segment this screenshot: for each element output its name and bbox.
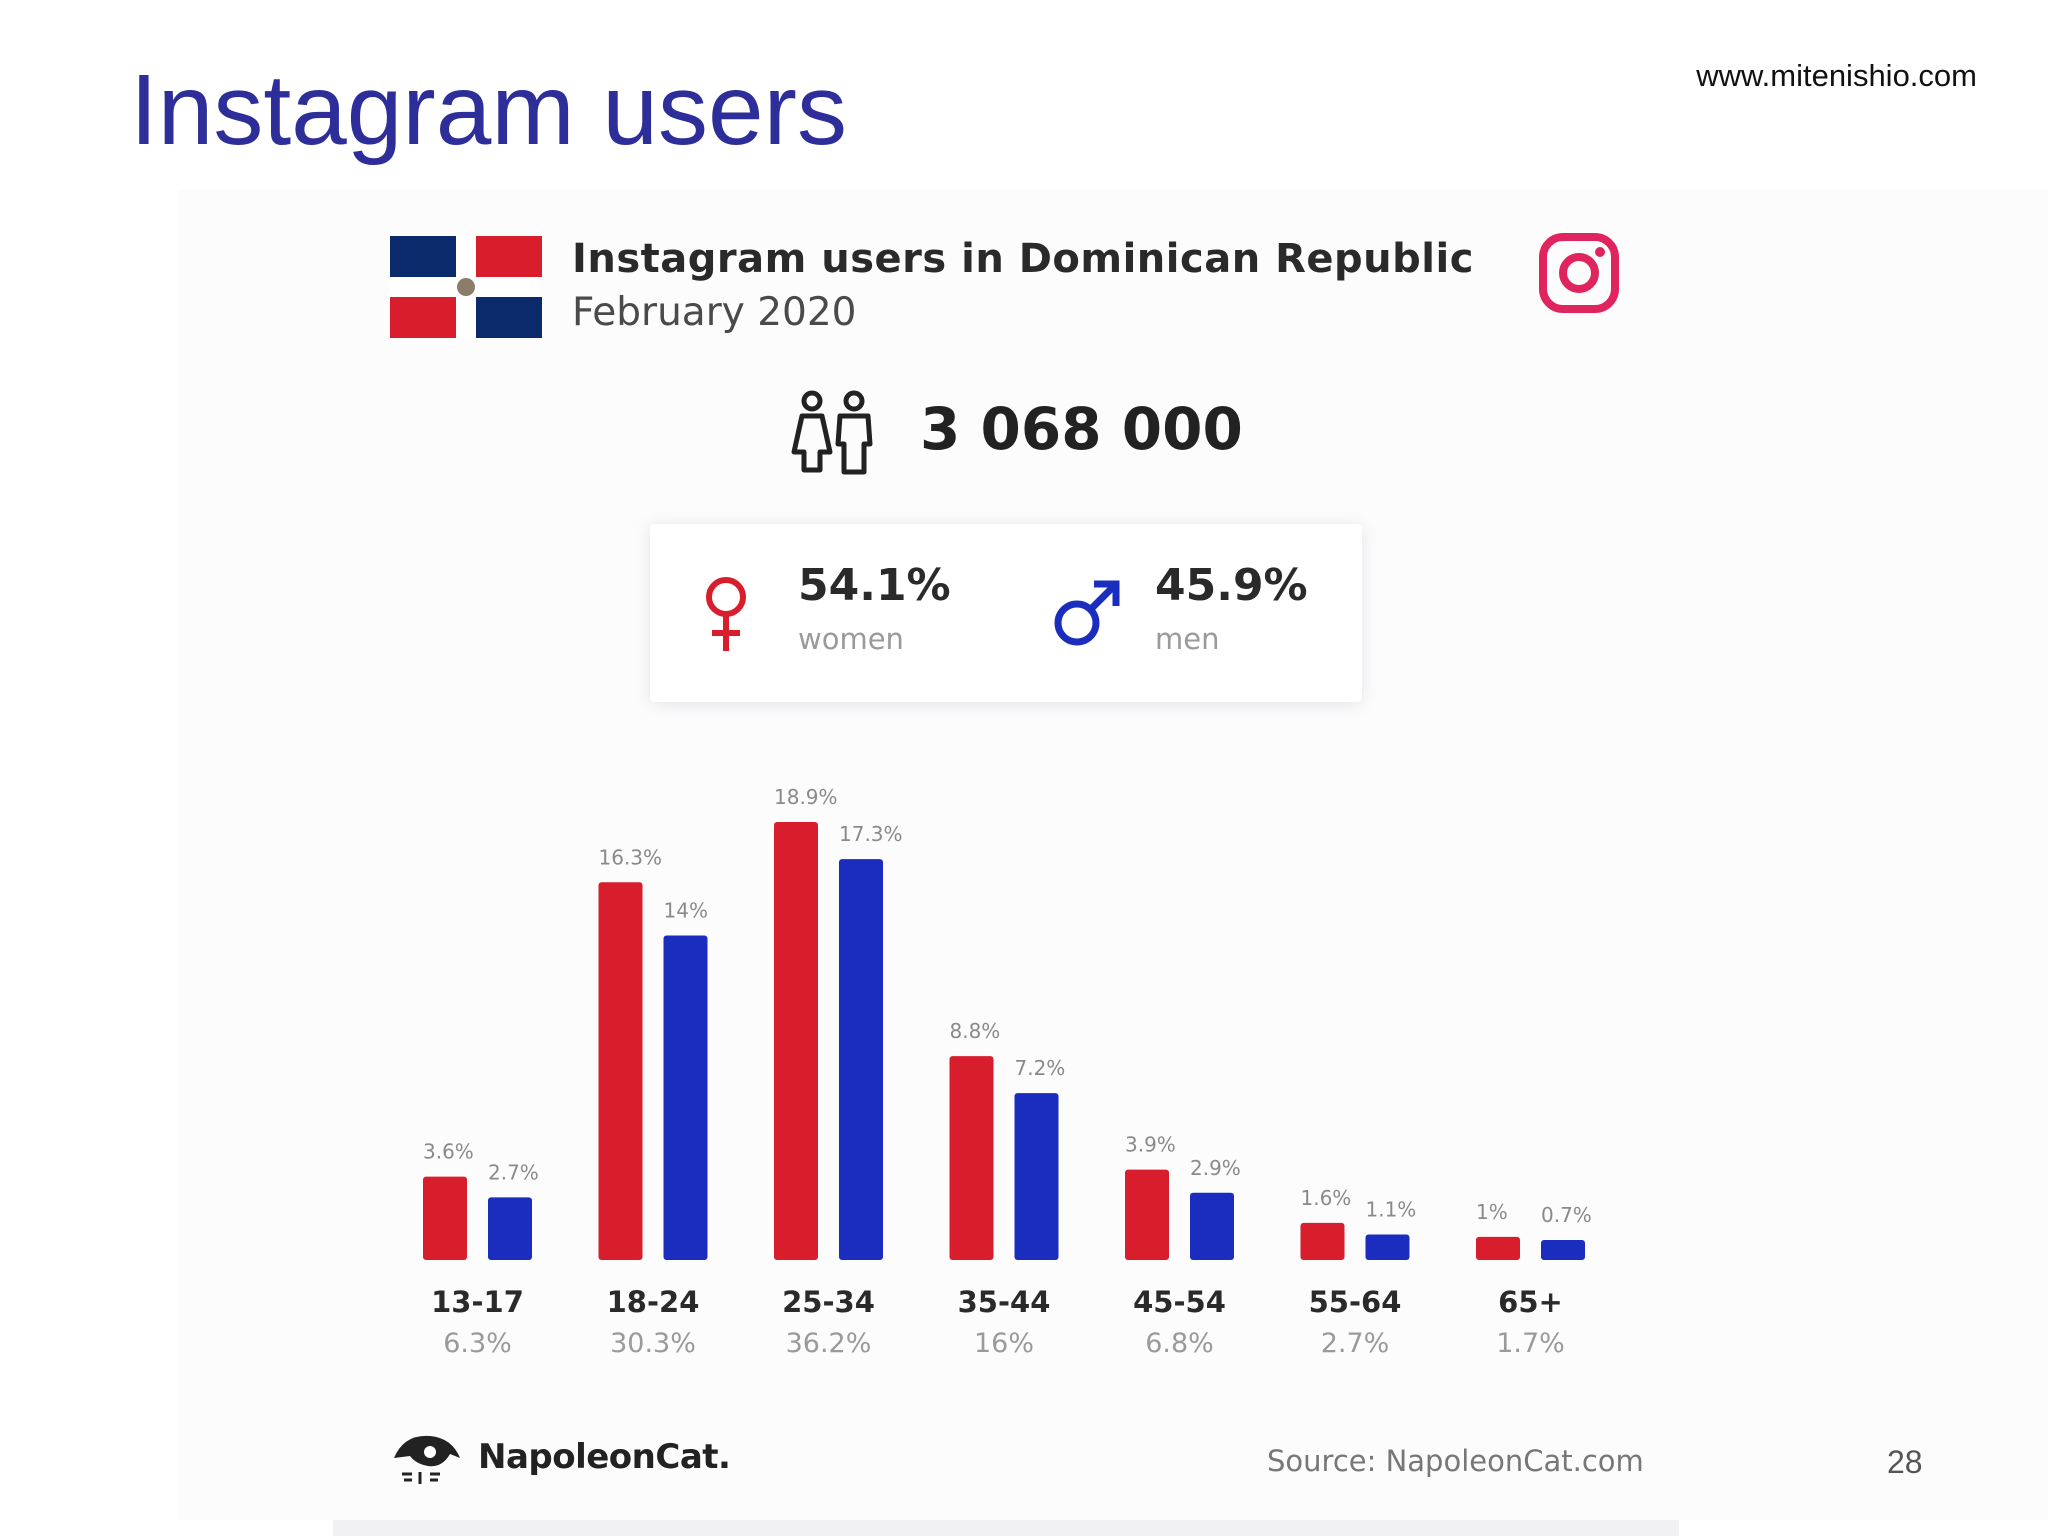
bar-men bbox=[488, 1197, 532, 1260]
data-label-women: 16.3% bbox=[599, 845, 663, 869]
category-total: 36.2% bbox=[786, 1328, 872, 1359]
bar-women bbox=[774, 822, 818, 1260]
category-label: 65+ bbox=[1498, 1285, 1563, 1319]
gender-split-box bbox=[650, 524, 1362, 702]
category-label: 45-54 bbox=[1133, 1285, 1226, 1319]
women-percent: 54.1% bbox=[798, 560, 951, 611]
female-symbol-icon bbox=[706, 577, 746, 651]
page-number: 28 bbox=[1887, 1444, 1923, 1480]
data-label-men: 1.1% bbox=[1366, 1198, 1417, 1222]
men-label: men bbox=[1155, 622, 1220, 656]
bar-women bbox=[1300, 1222, 1345, 1260]
site-url[interactable]: www.mitenishio.com bbox=[1696, 58, 1977, 93]
data-label-women: 8.8% bbox=[950, 1019, 1001, 1043]
category-total: 16% bbox=[974, 1328, 1034, 1359]
bar-women bbox=[1125, 1169, 1169, 1260]
data-label-men: 2.7% bbox=[488, 1160, 539, 1184]
data-label-women: 1% bbox=[1476, 1200, 1508, 1224]
category-total: 1.7% bbox=[1496, 1328, 1565, 1359]
category-total: 2.7% bbox=[1321, 1328, 1390, 1359]
infographic-card bbox=[178, 190, 2048, 1520]
bar-women bbox=[423, 1176, 467, 1260]
category-label: 55-64 bbox=[1309, 1285, 1402, 1319]
category-label: 13-17 bbox=[431, 1285, 524, 1319]
slide-title: Instagram users bbox=[130, 54, 847, 166]
data-label-women: 3.9% bbox=[1125, 1133, 1176, 1157]
category-total: 6.3% bbox=[443, 1328, 512, 1359]
card-date: February 2020 bbox=[572, 290, 857, 335]
data-label-men: 0.7% bbox=[1541, 1203, 1592, 1227]
bar-women bbox=[598, 882, 643, 1260]
bar-men bbox=[1541, 1240, 1585, 1260]
instagram-icon bbox=[1539, 233, 1619, 313]
bar-men bbox=[839, 859, 883, 1260]
category-total: 30.3% bbox=[610, 1328, 696, 1359]
napoleoncat-logo-icon bbox=[394, 1435, 460, 1484]
male-symbol-icon bbox=[1054, 580, 1120, 646]
category-label: 35-44 bbox=[958, 1285, 1051, 1319]
total-users: 3 068 000 bbox=[920, 395, 1243, 463]
category-label: 18-24 bbox=[607, 1285, 700, 1319]
category-total: 6.8% bbox=[1145, 1328, 1214, 1359]
users-icon bbox=[791, 390, 873, 475]
source-text: Source: NapoleonCat.com bbox=[1267, 1444, 1644, 1478]
bar-men bbox=[1014, 1093, 1059, 1260]
data-label-women: 3.6% bbox=[423, 1140, 474, 1164]
men-percent: 45.9% bbox=[1155, 560, 1308, 611]
women-label: women bbox=[798, 622, 904, 656]
dominican-flag-icon bbox=[390, 236, 542, 338]
category-label: 25-34 bbox=[782, 1285, 875, 1319]
bar-men bbox=[1190, 1192, 1234, 1260]
bar-women bbox=[949, 1056, 994, 1260]
data-label-women: 1.6% bbox=[1301, 1186, 1352, 1210]
bar-men bbox=[1365, 1234, 1410, 1260]
data-label-men: 7.2% bbox=[1015, 1056, 1066, 1080]
bar-women bbox=[1476, 1236, 1520, 1260]
bottom-strip bbox=[333, 1520, 1679, 1536]
card-title: Instagram users in Dominican Republic bbox=[572, 236, 1474, 282]
data-label-men: 14% bbox=[664, 899, 708, 923]
data-label-women: 18.9% bbox=[774, 785, 838, 809]
data-label-men: 17.3% bbox=[839, 822, 903, 846]
brand-name: NapoleonCat. bbox=[478, 1437, 731, 1477]
data-label-men: 2.9% bbox=[1190, 1156, 1241, 1180]
bar-men bbox=[663, 935, 708, 1260]
